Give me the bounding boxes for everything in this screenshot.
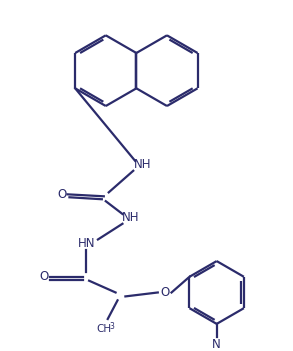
Text: O: O: [57, 188, 66, 201]
Text: NH: NH: [122, 211, 139, 224]
Text: HN: HN: [77, 237, 95, 250]
Text: NH: NH: [134, 158, 152, 171]
Text: N: N: [212, 338, 221, 351]
Text: O: O: [160, 286, 169, 299]
Text: O: O: [39, 270, 49, 283]
Text: 3: 3: [110, 322, 115, 331]
Text: CH: CH: [96, 324, 111, 334]
